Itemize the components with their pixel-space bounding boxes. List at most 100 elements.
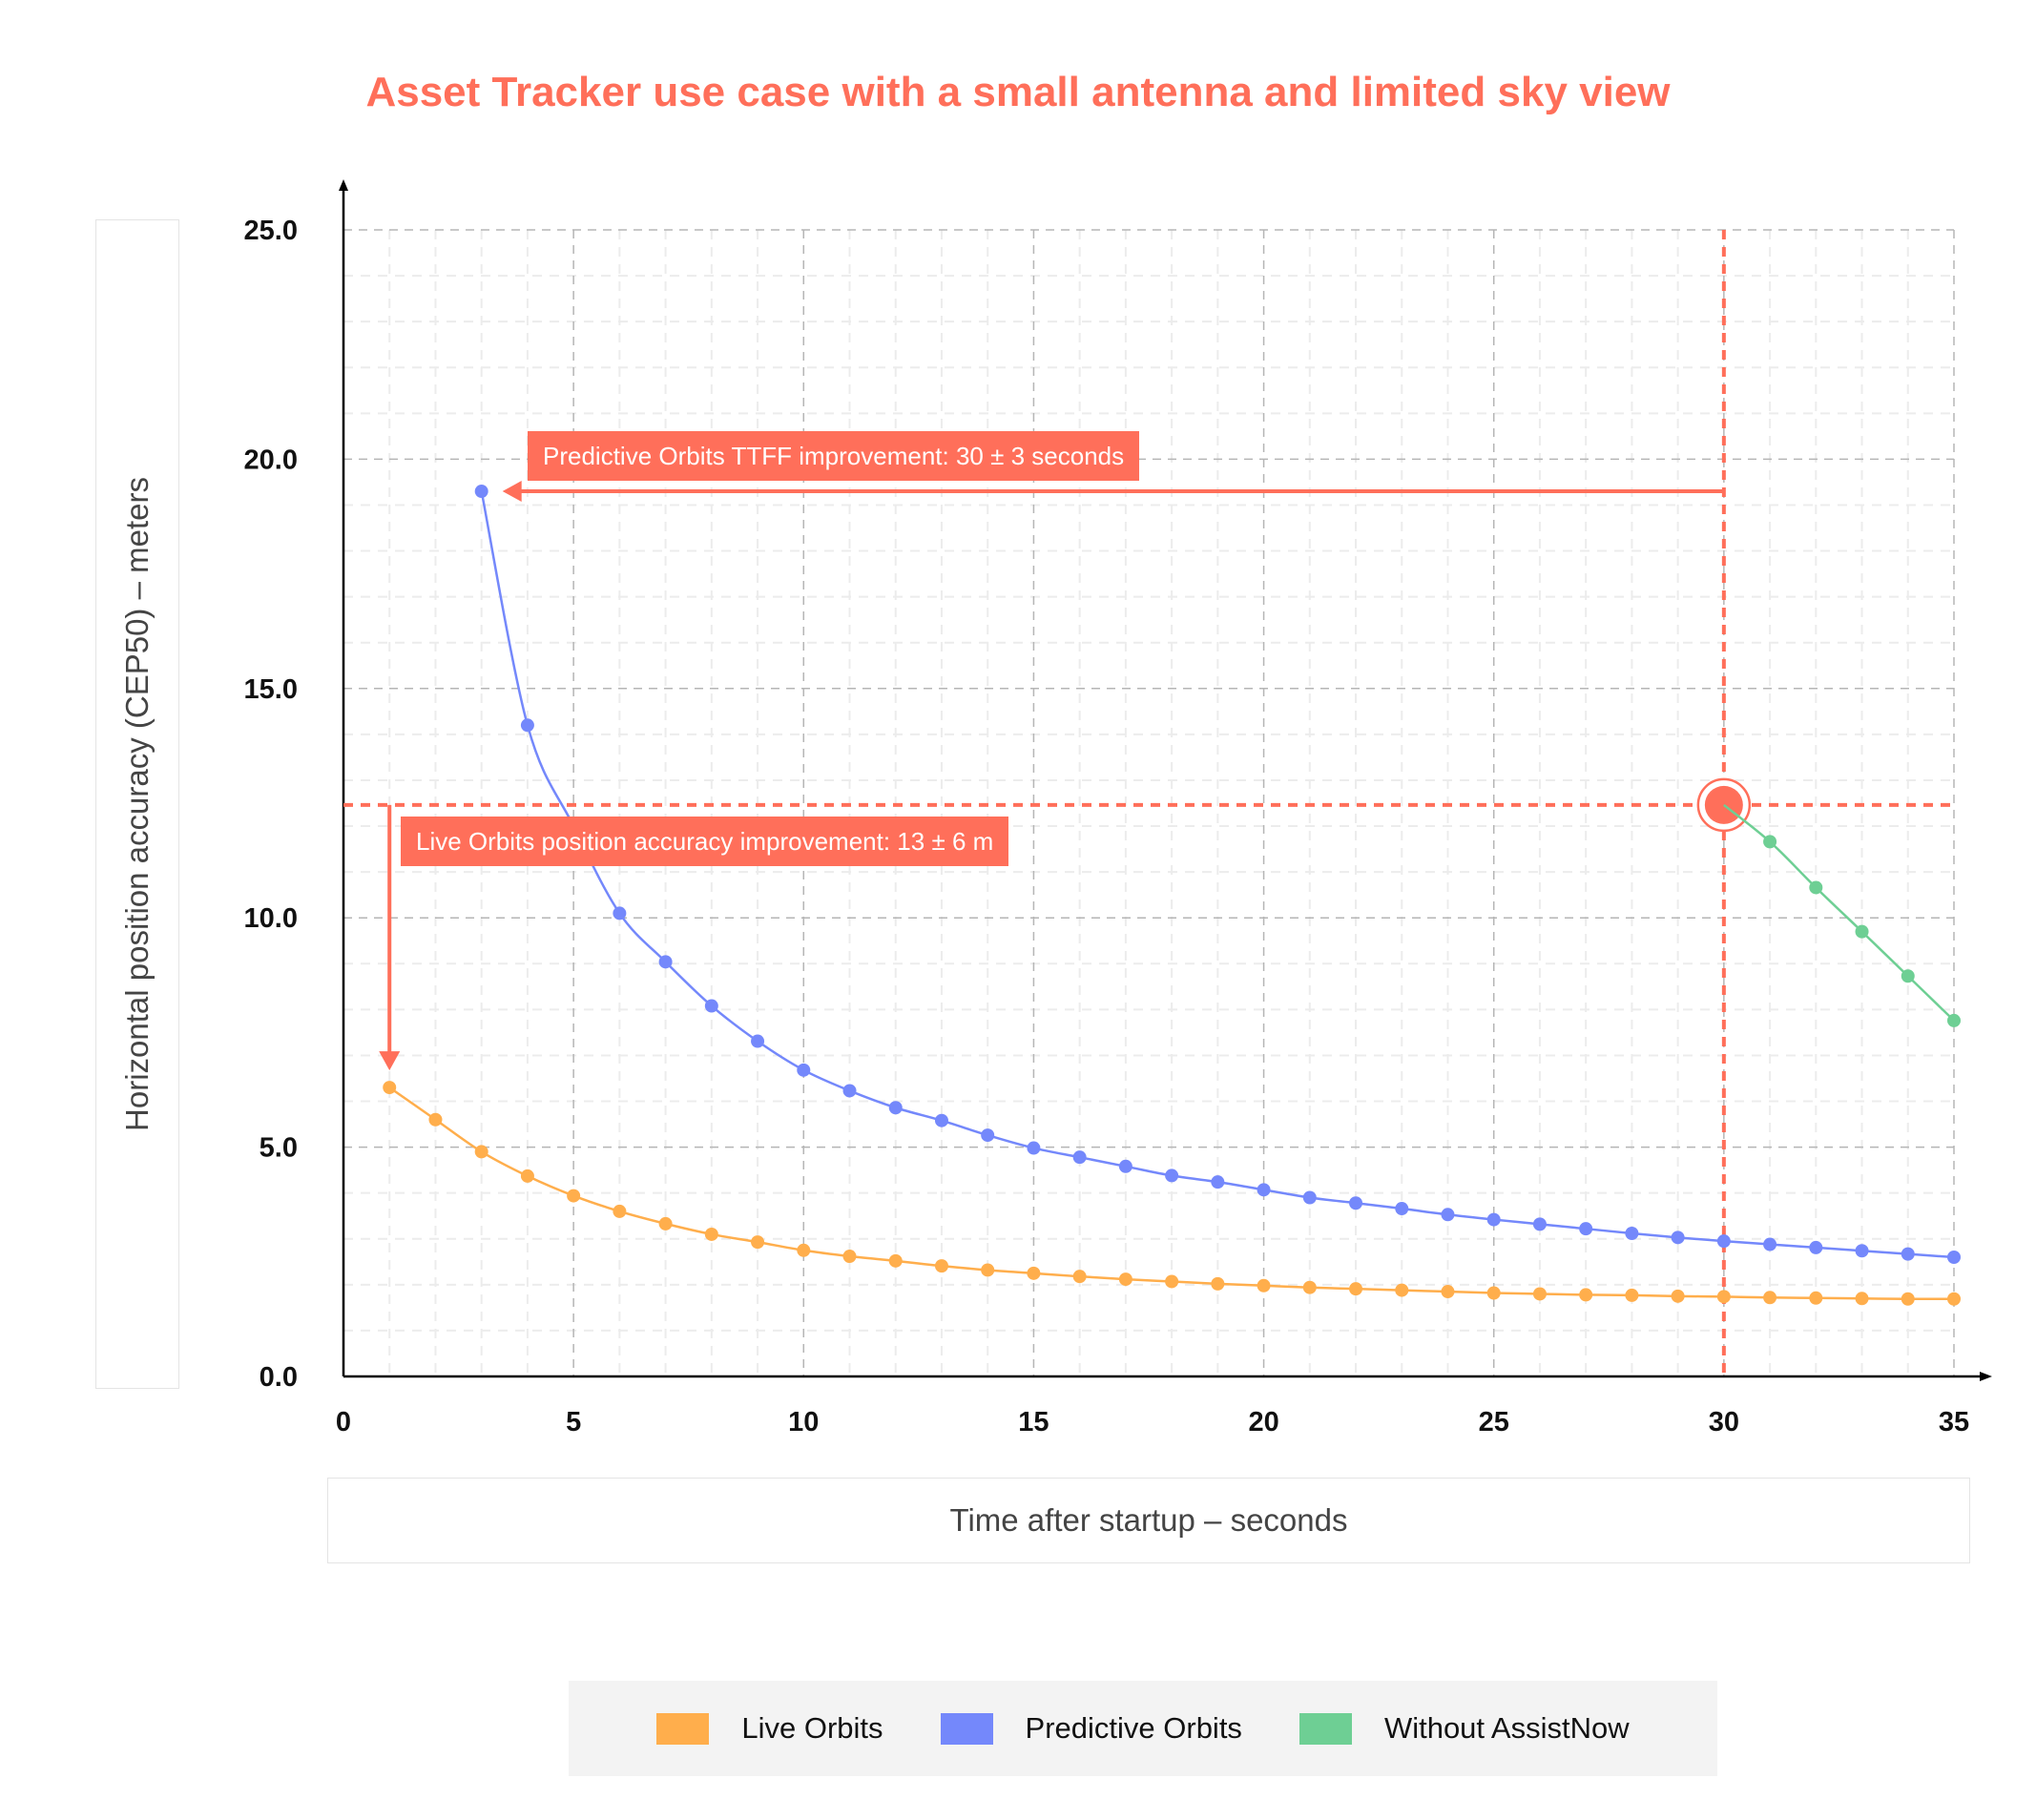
data-point bbox=[1901, 969, 1915, 983]
legend-swatch-icon bbox=[1298, 1712, 1352, 1745]
y-axis-label-box bbox=[95, 219, 179, 1389]
data-point bbox=[888, 1101, 903, 1115]
arrow-left-icon bbox=[502, 481, 522, 503]
data-point bbox=[1716, 1290, 1731, 1304]
reference-lines bbox=[343, 230, 1954, 1376]
data-point bbox=[1855, 1292, 1869, 1306]
data-point bbox=[888, 1253, 903, 1268]
data-point bbox=[797, 1243, 811, 1257]
data-point bbox=[1947, 1292, 1961, 1306]
data-point bbox=[1486, 1286, 1501, 1300]
data-point bbox=[1532, 1217, 1547, 1231]
data-point bbox=[1257, 1183, 1271, 1197]
data-point bbox=[520, 718, 534, 733]
data-point bbox=[1118, 1159, 1132, 1173]
data-point bbox=[1855, 1244, 1869, 1258]
data-point bbox=[1441, 1285, 1455, 1299]
x-axis-arrow-icon bbox=[1980, 1372, 1992, 1381]
data-point bbox=[474, 1145, 488, 1159]
data-point bbox=[383, 1081, 397, 1095]
series-line bbox=[1723, 803, 1955, 1022]
data-point bbox=[934, 1113, 948, 1127]
data-point bbox=[1579, 1288, 1593, 1302]
data-point bbox=[658, 955, 673, 969]
data-point bbox=[658, 1216, 673, 1231]
data-point bbox=[1211, 1276, 1225, 1291]
data-point bbox=[1532, 1287, 1547, 1301]
y-tick-label: 0.0 bbox=[260, 1362, 298, 1393]
data-point bbox=[1579, 1222, 1593, 1236]
data-point bbox=[1211, 1175, 1225, 1189]
data-point bbox=[1625, 1226, 1639, 1240]
legend-item-live-orbits: Live Orbits bbox=[656, 1711, 883, 1746]
data-series bbox=[383, 485, 1961, 1306]
data-point bbox=[1901, 1247, 1915, 1261]
legend-item-predictive-orbits: Predictive Orbits bbox=[940, 1711, 1242, 1746]
data-point bbox=[1763, 835, 1777, 849]
data-point bbox=[704, 1227, 718, 1241]
data-point bbox=[797, 1063, 811, 1077]
data-point bbox=[1118, 1272, 1132, 1287]
data-point bbox=[1625, 1288, 1639, 1302]
data-point bbox=[1302, 1280, 1317, 1294]
x-tick-label: 30 bbox=[1709, 1407, 1739, 1437]
data-point bbox=[842, 1250, 857, 1264]
data-point bbox=[567, 1189, 581, 1203]
x-axis-label: Time after startup – seconds bbox=[949, 1502, 1348, 1538]
data-point bbox=[1072, 1150, 1087, 1165]
data-point bbox=[1809, 880, 1823, 895]
data-point bbox=[1302, 1190, 1317, 1205]
annotation-arrows bbox=[379, 481, 1724, 1071]
y-tick-label: 20.0 bbox=[244, 445, 298, 475]
data-point bbox=[1257, 1278, 1271, 1293]
y-tick-label: 15.0 bbox=[244, 674, 298, 705]
legend-item-without-assistnow: Without AssistNow bbox=[1298, 1711, 1630, 1746]
y-tick-label: 25.0 bbox=[244, 216, 298, 246]
arrow-down-icon bbox=[379, 1051, 401, 1071]
data-point bbox=[1671, 1231, 1685, 1245]
data-point bbox=[1716, 1234, 1731, 1249]
data-point bbox=[1763, 1291, 1777, 1305]
legend-swatch-icon bbox=[940, 1712, 993, 1745]
data-point bbox=[1027, 1266, 1041, 1280]
legend: Live Orbits Predictive Orbits Without As… bbox=[569, 1681, 1717, 1776]
legend-label: Live Orbits bbox=[741, 1711, 883, 1745]
x-tick-label: 35 bbox=[1939, 1407, 1969, 1437]
x-tick-label: 0 bbox=[336, 1407, 351, 1437]
y-tick-label: 5.0 bbox=[260, 1133, 298, 1164]
legend-swatch-icon bbox=[656, 1712, 710, 1745]
ttff-annotation: Predictive Orbits TTFF improvement: 30 ±… bbox=[528, 431, 1140, 481]
legend-label: Predictive Orbits bbox=[1025, 1711, 1242, 1745]
data-point bbox=[1809, 1240, 1823, 1254]
x-tick-label: 20 bbox=[1248, 1407, 1278, 1437]
data-point bbox=[1901, 1292, 1915, 1306]
data-point bbox=[1349, 1196, 1363, 1210]
data-point bbox=[1947, 1250, 1961, 1264]
y-axis-arrow-icon bbox=[339, 179, 348, 191]
data-point bbox=[1809, 1291, 1823, 1305]
data-point bbox=[1395, 1202, 1409, 1216]
y-tick-label: 10.0 bbox=[244, 903, 298, 934]
data-point bbox=[1395, 1283, 1409, 1297]
chart-title: Asset Tracker use case with a small ante… bbox=[365, 69, 1671, 115]
x-tick-label: 25 bbox=[1479, 1407, 1509, 1437]
data-point bbox=[428, 1112, 443, 1127]
data-point bbox=[1486, 1212, 1501, 1227]
accuracy-annotation: Live Orbits position accuracy improvemen… bbox=[401, 817, 1009, 866]
legend-label: Without AssistNow bbox=[1383, 1711, 1630, 1745]
tick-labels: 0 5 10 15 20 25 30 35 0.0 5.0 10.0 15.0 20.0 25.0 bbox=[244, 216, 1970, 1437]
data-point bbox=[1027, 1141, 1041, 1155]
data-point bbox=[520, 1169, 534, 1183]
axes bbox=[339, 179, 1992, 1381]
data-point bbox=[1855, 924, 1869, 939]
data-point bbox=[1072, 1270, 1087, 1284]
data-point bbox=[981, 1128, 995, 1143]
x-tick-label: 5 bbox=[566, 1407, 581, 1437]
x-tick-label: 15 bbox=[1018, 1407, 1049, 1437]
data-point bbox=[1671, 1289, 1685, 1303]
data-point bbox=[1763, 1237, 1777, 1251]
data-point bbox=[842, 1084, 857, 1098]
data-point bbox=[1349, 1282, 1363, 1296]
data-point bbox=[613, 1204, 627, 1218]
